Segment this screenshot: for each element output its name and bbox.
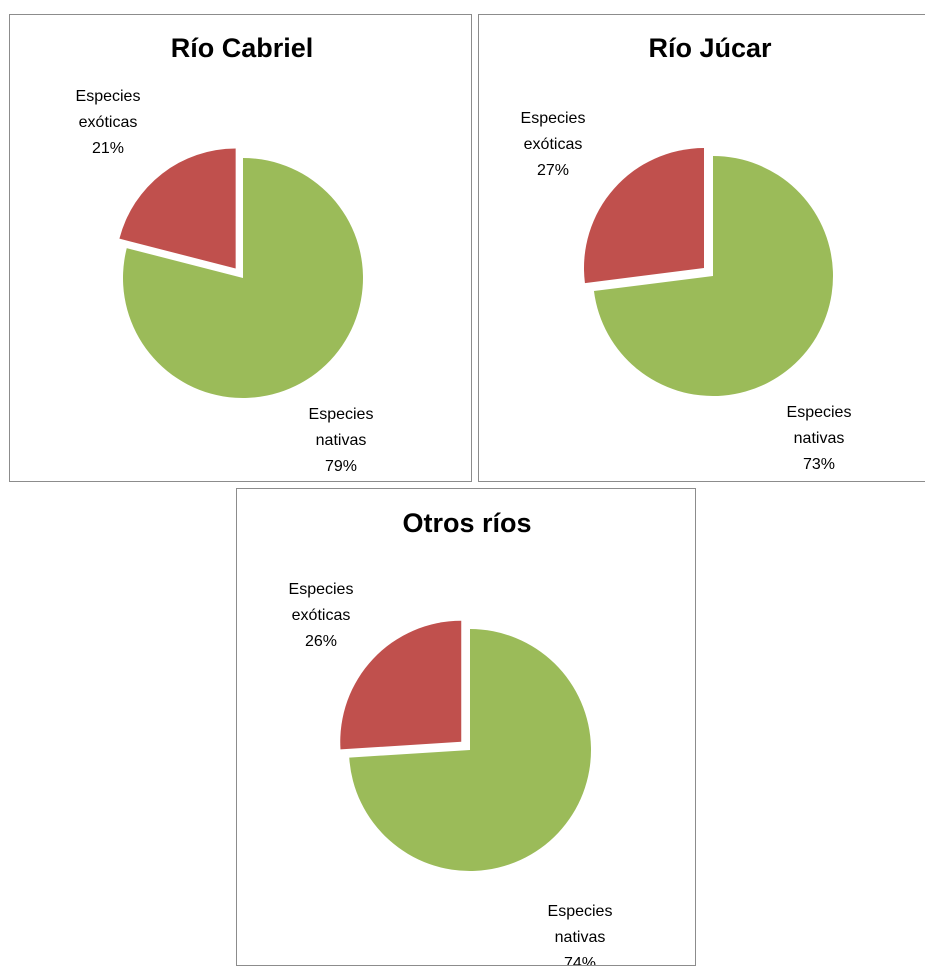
- chart-title: Otros ríos: [402, 508, 531, 538]
- pie-slice-nativas: [349, 629, 592, 871]
- label-nativas-value: 73%: [803, 456, 835, 473]
- label-exoticas-name-2: exóticas: [524, 136, 583, 153]
- label-exoticas-value: 21%: [92, 140, 124, 157]
- label-exoticas-name-1: Especies: [76, 88, 141, 105]
- pie-chart-svg: Otros ríos Especies exóticas 26% Especie…: [289, 508, 613, 966]
- chart-panel-rio-jucar: Río Júcar Especies exóticas 27% Especies…: [478, 14, 925, 482]
- label-nativas-name-2: nativas: [316, 432, 367, 449]
- label-nativas-value: 74%: [564, 955, 596, 966]
- pie-slice-exoticas: [583, 148, 704, 284]
- chart-panel-rio-cabriel: Río Cabriel Especies exóticas 21% Especi…: [9, 14, 472, 482]
- label-exoticas-name-1: Especies: [289, 581, 354, 598]
- pie-slice-nativas: [593, 156, 834, 396]
- chart-panel-otros-rios: Otros ríos Especies exóticas 26% Especie…: [236, 488, 696, 966]
- label-exoticas-name-1: Especies: [521, 110, 586, 127]
- pie-chart-svg: Río Júcar Especies exóticas 27% Especies…: [521, 33, 852, 473]
- label-nativas-name-1: Especies: [309, 406, 374, 423]
- label-exoticas-name-2: exóticas: [292, 607, 351, 624]
- label-nativas-value: 79%: [325, 458, 357, 475]
- label-exoticas-name-2: exóticas: [79, 114, 138, 131]
- label-exoticas-value: 26%: [305, 633, 337, 650]
- chart-title: Río Júcar: [648, 33, 772, 63]
- pie-chart-svg: Río Cabriel Especies exóticas 21% Especi…: [76, 33, 374, 475]
- label-nativas-name-2: nativas: [555, 929, 606, 946]
- pie-slice-exoticas: [340, 620, 462, 750]
- pie-slice-nativas: [123, 158, 364, 399]
- label-nativas-name-2: nativas: [794, 430, 845, 447]
- label-exoticas-value: 27%: [537, 162, 569, 179]
- label-nativas-name-1: Especies: [548, 903, 613, 920]
- chart-title: Río Cabriel: [171, 33, 314, 63]
- pie-slice-exoticas: [119, 148, 236, 269]
- label-nativas-name-1: Especies: [787, 404, 852, 421]
